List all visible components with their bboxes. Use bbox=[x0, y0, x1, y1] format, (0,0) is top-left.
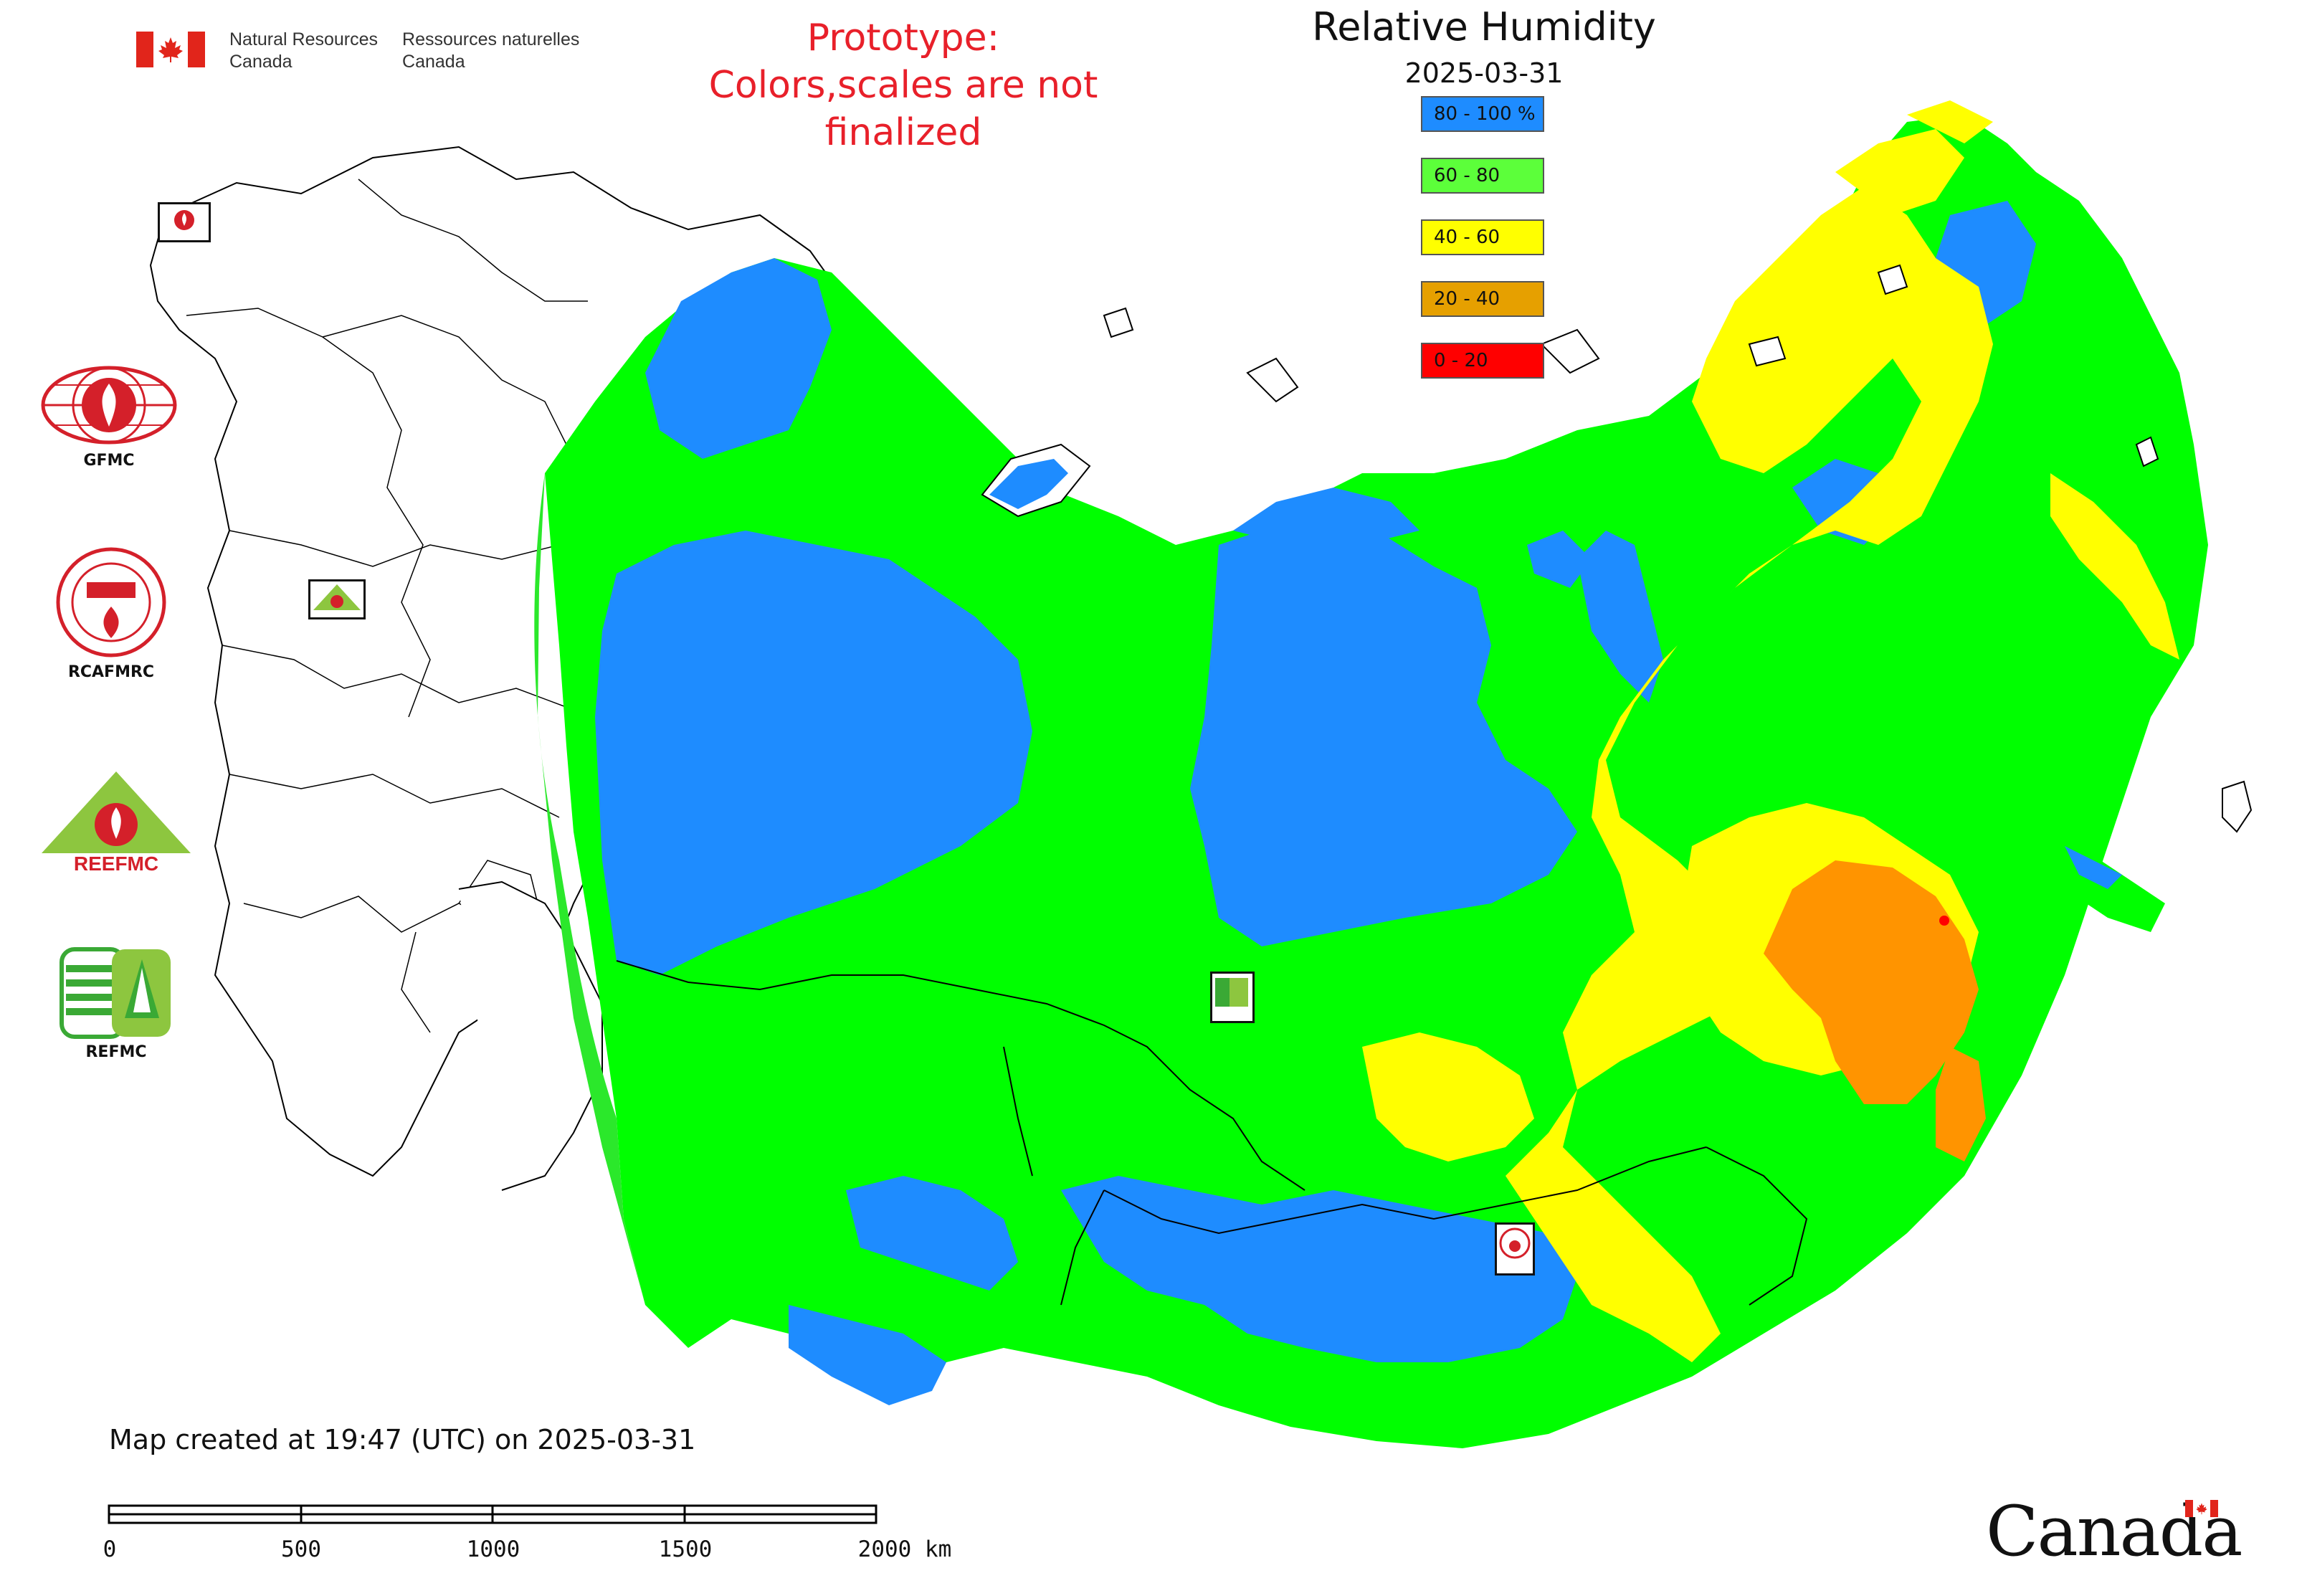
scale-tick-2000: 2000 km bbox=[857, 1536, 952, 1562]
gfmc-map-marker[interactable] bbox=[158, 202, 211, 242]
gfmc-marker-icon bbox=[174, 210, 194, 230]
refmc-emblem-icon bbox=[60, 947, 171, 1039]
scale-tick-500: 500 bbox=[281, 1536, 321, 1562]
map-created-timestamp: Map created at 19:47 (UTC) on 2025-03-31 bbox=[109, 1424, 696, 1455]
country-boundaries bbox=[616, 960, 1808, 1306]
prototype-notice-line2: Colors,scales are not finalized bbox=[708, 64, 1098, 154]
humidity-field bbox=[534, 100, 2208, 1448]
rcafmrc-map-marker[interactable] bbox=[1495, 1222, 1535, 1276]
scale-tick-1500: 1500 bbox=[658, 1536, 713, 1562]
scale-bar bbox=[108, 1504, 877, 1524]
legend: 80 - 100 % 60 - 80 40 - 60 20 - 40 0 - 2… bbox=[1421, 96, 1544, 404]
prototype-notice: Prototype: Colors,scales are not finaliz… bbox=[631, 14, 1176, 156]
rcafmrc-logo: RCAFMRC bbox=[50, 545, 172, 681]
gfmc-emblem-icon bbox=[41, 366, 177, 445]
scale-tick-1000: 1000 bbox=[466, 1536, 520, 1562]
legend-date: 2025-03-31 bbox=[1404, 57, 1564, 89]
prototype-notice-line1: Prototype: bbox=[807, 16, 1000, 60]
reefmc-emblem-icon: REEFMC bbox=[42, 771, 191, 875]
refmc-caption: REFMC bbox=[85, 1043, 147, 1061]
scale-tick-0: 0 bbox=[103, 1536, 117, 1562]
reefmc-wordmark: REEFMC bbox=[74, 852, 158, 875]
legend-class-40-60: 40 - 60 bbox=[1421, 219, 1544, 255]
wordmark-maple-leaf-icon bbox=[2196, 1503, 2207, 1515]
gfmc-caption: GFMC bbox=[83, 452, 135, 470]
rcafmrc-marker-icon bbox=[1499, 1227, 1531, 1259]
reefmc-map-marker[interactable] bbox=[308, 579, 366, 619]
legend-class-0-20: 0 - 20 bbox=[1421, 343, 1544, 379]
refmc-map-marker[interactable] bbox=[1210, 972, 1255, 1023]
department-name-en: Natural Resources Canada bbox=[229, 29, 379, 72]
refmc-marker-icon bbox=[1215, 978, 1248, 1007]
rcafmrc-emblem-icon bbox=[56, 547, 166, 657]
legend-class-80-100: 80 - 100 % bbox=[1421, 96, 1544, 132]
legend-class-60-80: 60 - 80 bbox=[1421, 158, 1544, 194]
legend-title: Relative Humidity bbox=[1312, 4, 1656, 49]
government-signature: Natural Resources Canada Ressources natu… bbox=[136, 29, 579, 73]
canada-flag-icon bbox=[136, 32, 205, 67]
legend-class-20-40: 20 - 40 bbox=[1421, 281, 1544, 317]
reefmc-logo: REEFMC bbox=[37, 767, 195, 878]
wordmark-flag-icon bbox=[2185, 1500, 2218, 1517]
maple-leaf-icon bbox=[158, 37, 183, 62]
refmc-logo: REFMC bbox=[59, 946, 173, 1061]
department-name-fr: Ressources naturelles Canada bbox=[402, 29, 580, 72]
arctic-island-fill bbox=[989, 459, 1592, 588]
gfmc-logo: GFMC bbox=[37, 362, 181, 470]
rcafmrc-caption: RCAFMRC bbox=[67, 663, 155, 681]
reefmc-marker-icon bbox=[313, 584, 361, 610]
